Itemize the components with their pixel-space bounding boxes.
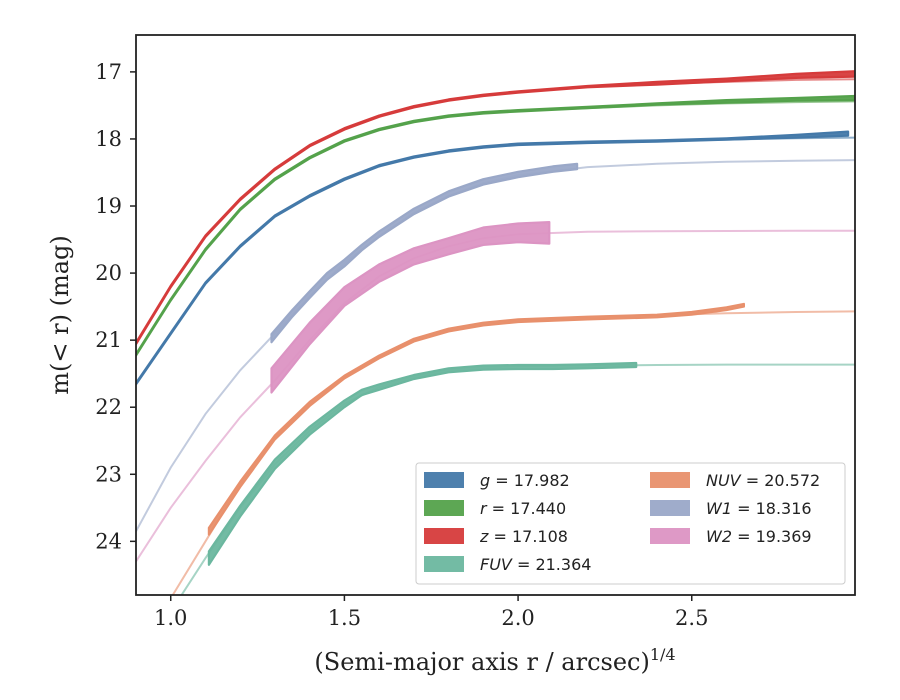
legend-frame <box>415 462 846 585</box>
x-tick-label: 1.5 <box>328 606 361 630</box>
legend-label-z: z = 17.108 <box>479 527 568 546</box>
legend-swatch-w1 <box>650 500 690 516</box>
data-curve-r <box>136 94 855 357</box>
x-axis-label-superscript: 1/4 <box>650 645 676 664</box>
data-curve-g <box>136 130 850 386</box>
data-curve-z <box>136 70 855 346</box>
plot-area <box>136 70 855 595</box>
y-tick-label: 18 <box>95 127 122 151</box>
data-curve-nuv <box>207 302 745 536</box>
legend-label-nuv: NUV = 20.572 <box>706 471 820 490</box>
legend-label-w2: W2 = 19.369 <box>706 527 812 546</box>
y-tick-label: 17 <box>95 60 122 84</box>
legend-swatch-r <box>424 500 464 516</box>
legend-label-g: g = 17.982 <box>480 471 570 490</box>
y-axis-label: m(< r) (mag) <box>46 235 74 394</box>
legend-swatch-nuv <box>650 472 690 488</box>
data-curve-w1 <box>270 162 579 344</box>
legend-label-fuv: FUV = 21.364 <box>480 555 591 574</box>
y-tick-label: 20 <box>95 261 122 285</box>
y-tick-label: 23 <box>95 462 122 486</box>
model-curve-g <box>136 136 855 385</box>
legend-label-r: r = 17.440 <box>480 499 566 518</box>
data-curve-fuv <box>207 361 638 566</box>
x-tick-label: 1.0 <box>154 606 187 630</box>
y-tick-label: 22 <box>95 395 122 419</box>
legend-swatch-w2 <box>650 528 690 544</box>
x-tick-label: 2.5 <box>675 606 708 630</box>
data-curve-w2 <box>270 221 551 394</box>
x-axis-label: (Semi-major axis r / arcsec)1/4 <box>314 645 675 676</box>
x-axis: 1.0 1.5 2.0 2.5 <box>154 595 708 630</box>
y-tick-label: 21 <box>95 328 122 352</box>
x-tick-label: 2.0 <box>501 606 534 630</box>
legend-label-w1: W1 = 18.316 <box>706 499 812 518</box>
legend-swatch-z <box>424 528 464 544</box>
y-axis: 17 18 19 20 21 22 23 24 <box>95 60 136 553</box>
legend-swatch-fuv <box>424 556 464 572</box>
legend: g = 17.982 r = 17.440 z = 17.108 FUV = 21.3… <box>415 462 846 585</box>
plot-frame <box>135 34 856 596</box>
y-tick-label: 19 <box>95 194 122 218</box>
model-curve-z <box>136 78 855 345</box>
y-tick-label: 24 <box>95 529 122 553</box>
legend-swatch-g <box>424 472 464 488</box>
